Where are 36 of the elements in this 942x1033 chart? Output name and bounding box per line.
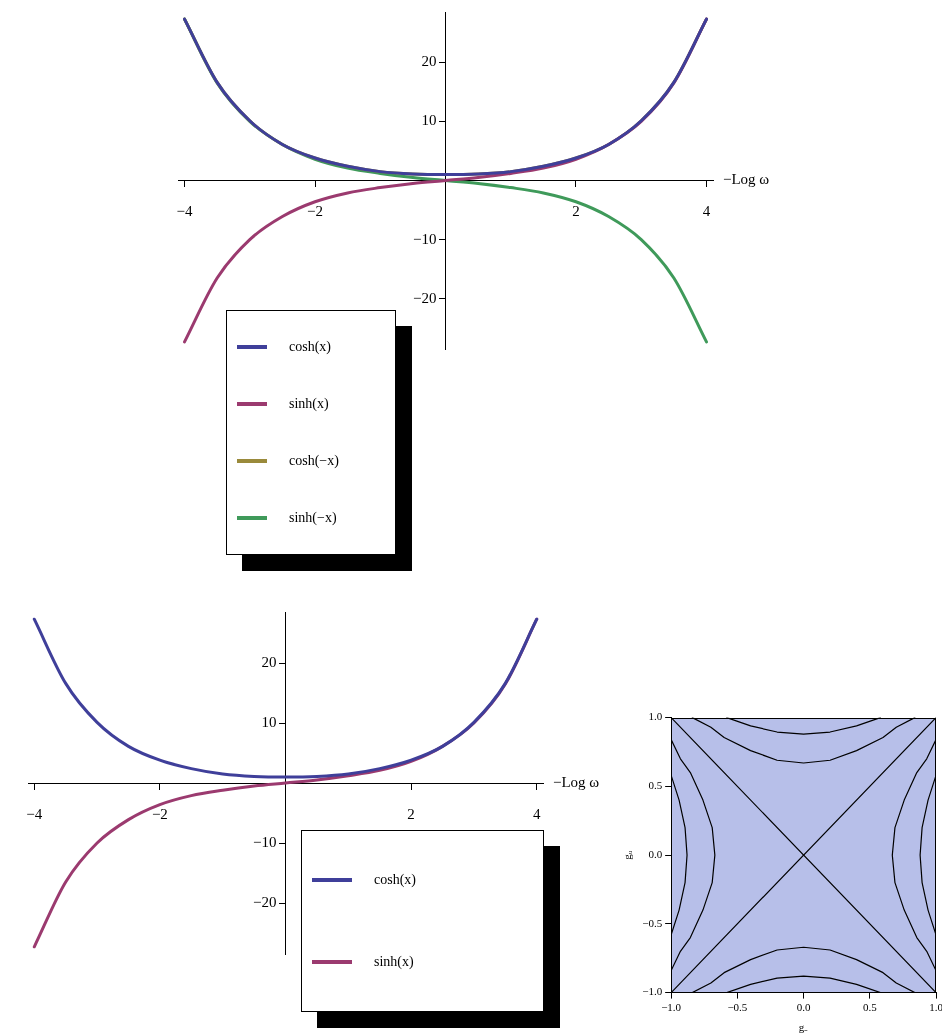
x-tick-label: 1.0 [929, 1001, 942, 1014]
y-tick-label: −20 [413, 289, 437, 306]
x-tick-label: 0.0 [796, 1001, 811, 1014]
x-axis-title: g₋ [798, 1021, 809, 1033]
y-tick-label: −0.5 [642, 916, 663, 929]
legend-label: sinh(−x) [289, 509, 337, 526]
x-tick-label: 4 [532, 805, 541, 822]
y-axis-title: gᵤ [621, 850, 634, 860]
y-tick-label: 0.5 [648, 779, 663, 792]
x-tick-label: −1.0 [661, 1001, 682, 1014]
y-tick-label: 1.0 [648, 710, 663, 723]
x-tick-label: −0.5 [727, 1001, 748, 1014]
y-tick-label: −1.0 [642, 985, 663, 998]
x-axis-title: −Log ω [723, 171, 770, 188]
x-tick-label: −2 [151, 805, 168, 822]
legend-label: sinh(x) [289, 396, 329, 413]
x-tick-label: 4 [702, 203, 711, 220]
y-tick-label: 10 [421, 112, 437, 129]
x-tick-label: −2 [307, 203, 323, 220]
y-tick-label: 10 [261, 713, 277, 730]
y-tick-label: 20 [421, 53, 437, 70]
legend-label: cosh(x) [374, 872, 416, 888]
legend-label: sinh(x) [374, 954, 414, 970]
y-tick-label: −10 [413, 230, 437, 247]
x-tick-label: −4 [176, 203, 193, 220]
legend-label: cosh(x) [289, 339, 331, 356]
y-tick-label: 20 [261, 653, 277, 670]
x-tick-label: 0.5 [862, 1001, 878, 1014]
legend-label: cosh(−x) [289, 452, 339, 469]
x-tick-label: −4 [26, 805, 43, 822]
y-tick-label: 0.0 [648, 847, 663, 860]
x-axis-title: −Log ω [553, 773, 600, 790]
x-tick-label: 2 [407, 805, 415, 822]
y-tick-label: −10 [253, 833, 277, 850]
y-tick-label: −20 [253, 893, 277, 910]
x-tick-label: 2 [572, 203, 580, 220]
